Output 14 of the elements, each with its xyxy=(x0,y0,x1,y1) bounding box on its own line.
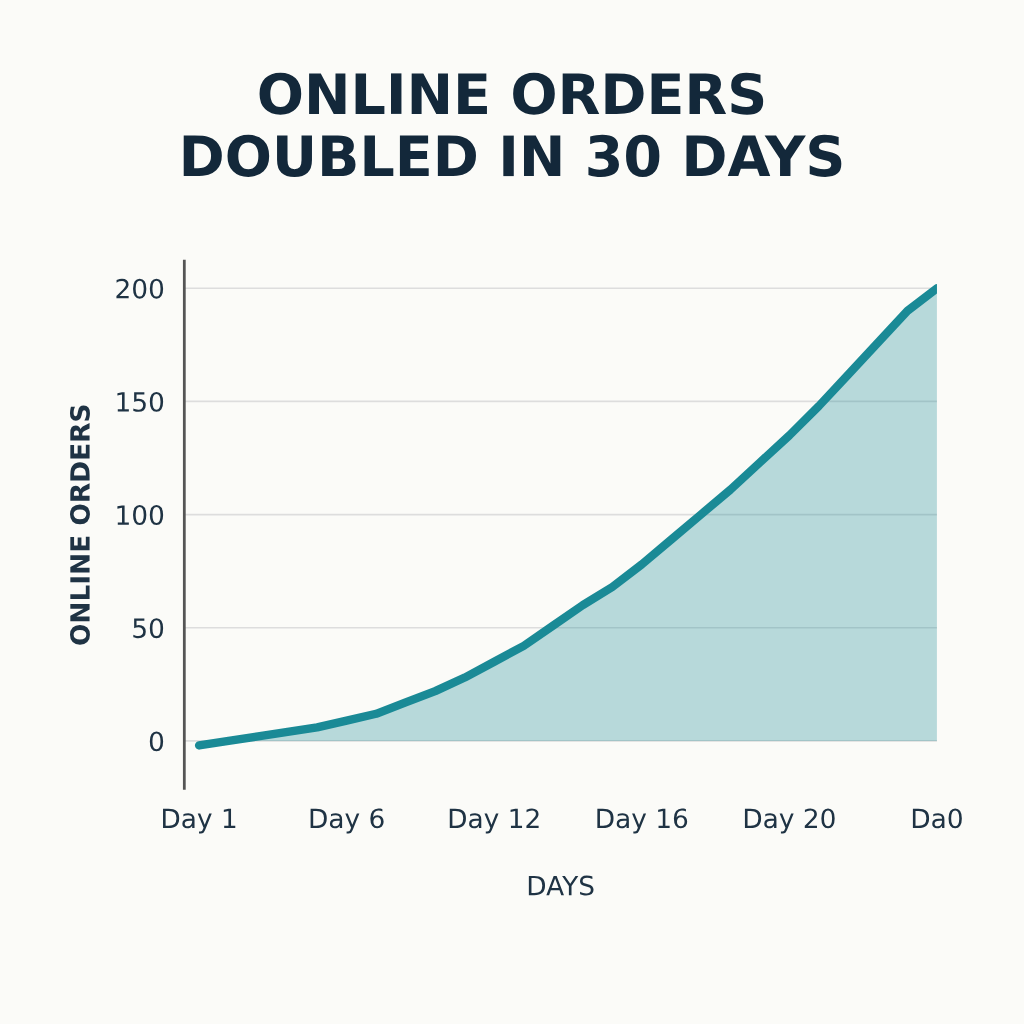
y-tick-label: 0 xyxy=(149,731,164,752)
x-tick-label: Day 12 xyxy=(449,808,539,834)
x-tick-label: Day 1 xyxy=(163,808,236,834)
y-tick-label: 50 xyxy=(133,618,164,639)
x-axis-title: DAYS xyxy=(528,875,594,896)
chart-title: ONLINE ORDERS DOUBLED IN 30 DAYS xyxy=(183,72,842,177)
x-tick-label: Day 6 xyxy=(310,808,384,834)
x-tick-label: Da0 xyxy=(912,808,962,829)
y-tick-label: 150 xyxy=(117,391,164,412)
y-axis-title: ONLINE ORDERS xyxy=(69,405,90,645)
x-tick-label: Day 16 xyxy=(597,808,688,834)
y-tick-label: 200 xyxy=(116,278,164,299)
x-tick-label: Day 20 xyxy=(744,808,835,834)
y-tick-label: 100 xyxy=(117,505,164,526)
